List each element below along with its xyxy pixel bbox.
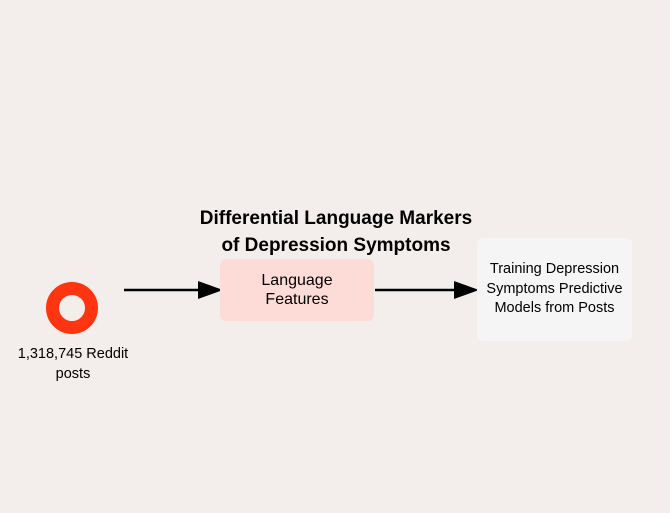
source-label-line-1: 1,318,745 Reddit xyxy=(17,346,129,362)
predictive-models-box: Training Depression Symptoms Predictive … xyxy=(477,238,632,341)
source-label: 1,318,745 Reddit posts xyxy=(5,345,141,384)
diagram-title-line-1: Differential Language Markers xyxy=(199,208,473,229)
language-features-line-1: Language xyxy=(261,272,333,289)
language-features-line-2: Features xyxy=(265,291,329,308)
arrow-features-to-models xyxy=(375,281,479,299)
predictive-models-line-2: Symptoms Predictive xyxy=(486,280,623,297)
diagram-title: Differential Language Markers of Depress… xyxy=(150,205,522,259)
predictive-models-line-3: Models from Posts xyxy=(494,300,615,317)
reddit-logo-icon xyxy=(46,282,98,334)
language-features-box: Language Features xyxy=(220,259,374,321)
arrow-source-to-features xyxy=(124,281,223,299)
source-label-line-2: posts xyxy=(55,365,91,382)
diagram-title-line-2: of Depression Symptoms xyxy=(221,235,451,256)
predictive-models-line-1: Training Depression xyxy=(489,261,620,278)
